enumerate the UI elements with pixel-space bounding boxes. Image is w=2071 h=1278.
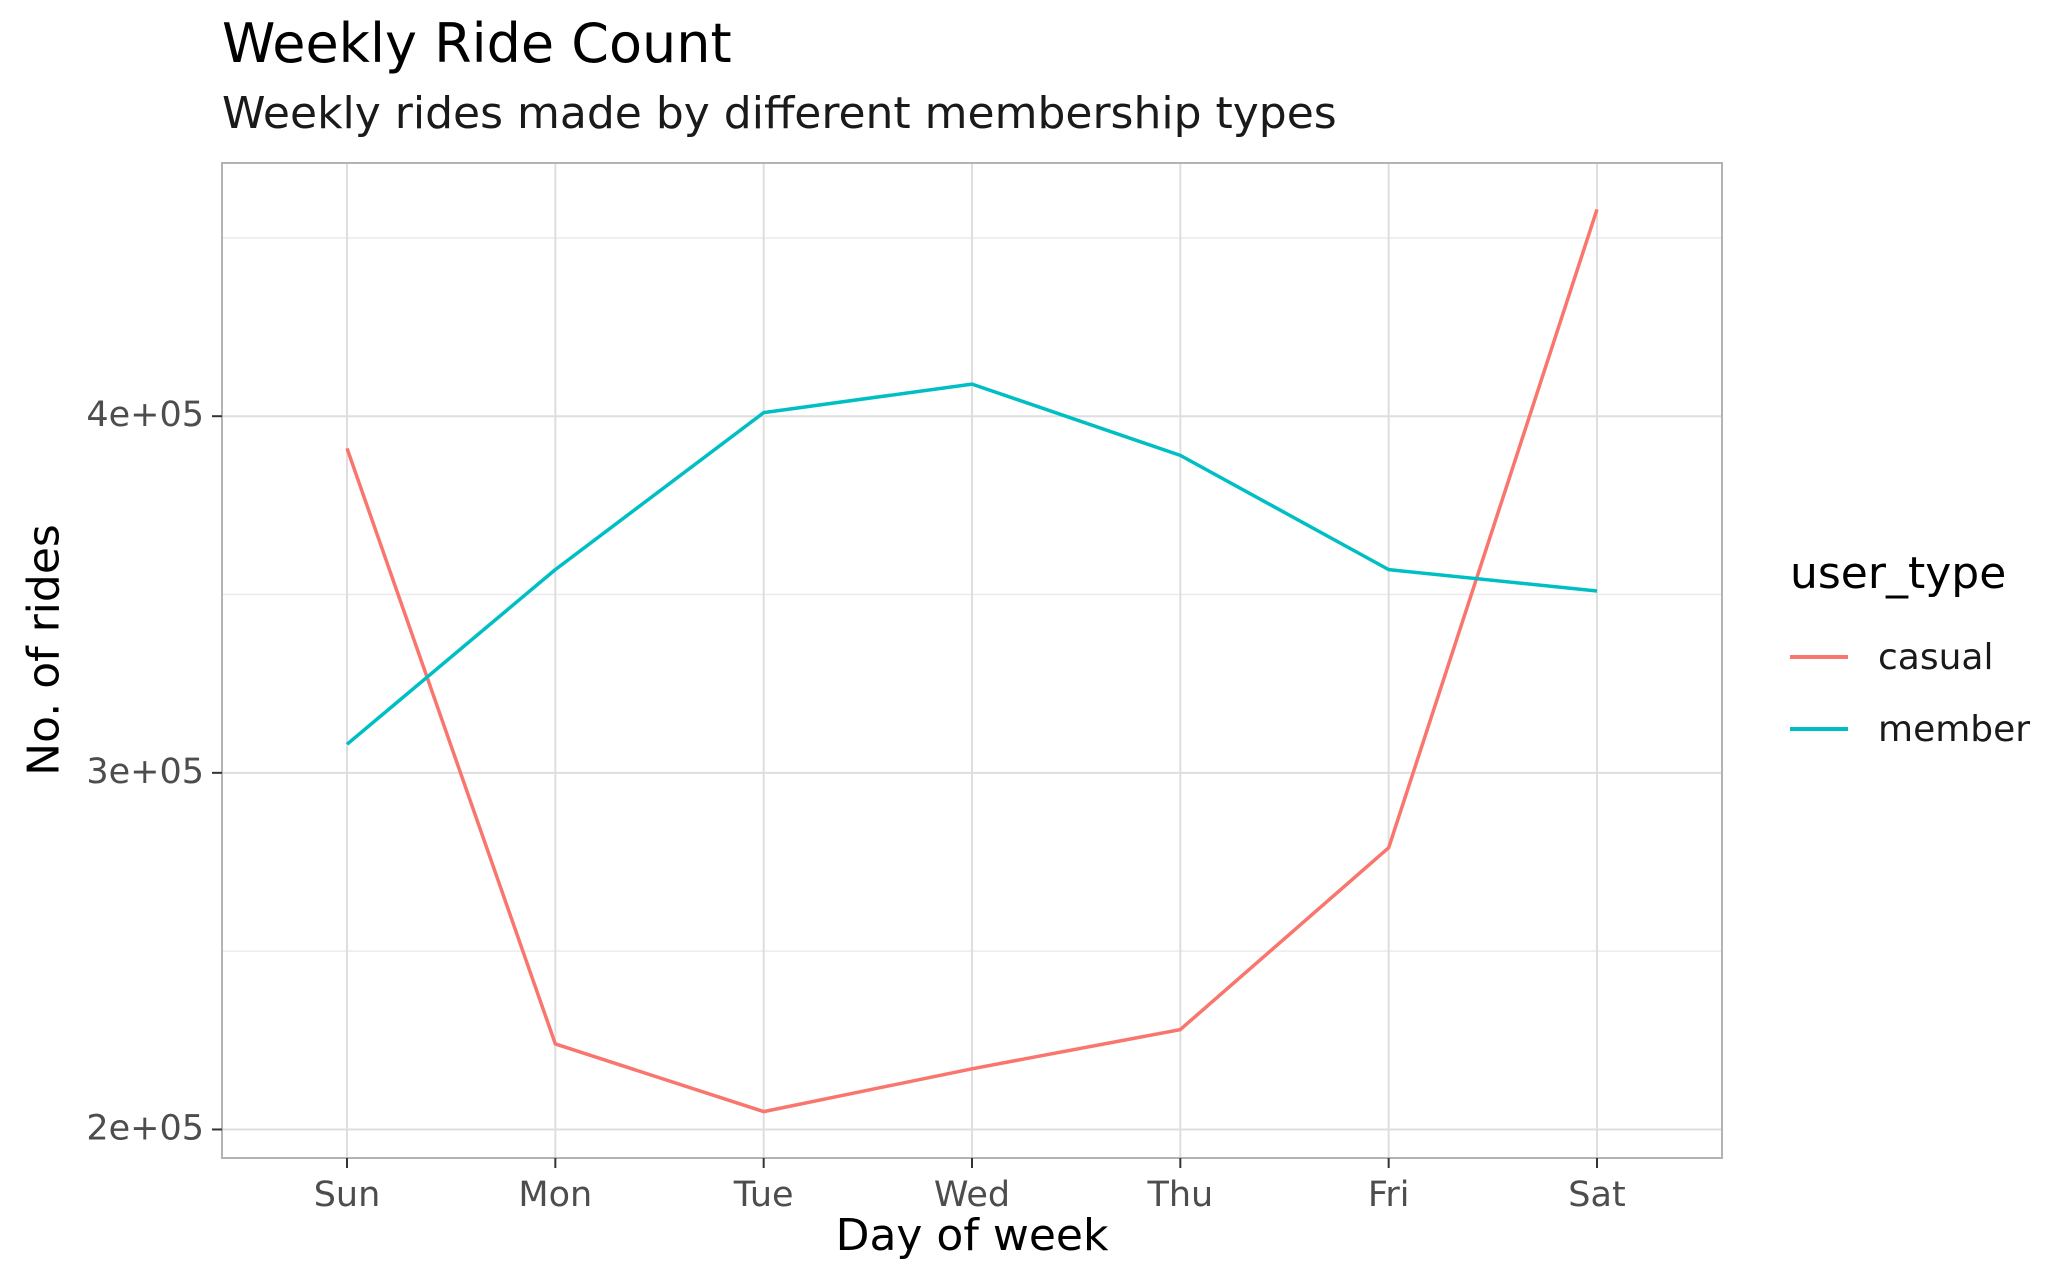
x-tick-label: Thu <box>1146 1175 1213 1215</box>
x-tick-label: Sat <box>1568 1175 1625 1215</box>
legend-title: user_type <box>1790 548 2007 599</box>
series-line-casual <box>345 208 1599 1114</box>
chart-title: Weekly Ride Count <box>222 12 732 75</box>
y-tick-label: 2e+05 <box>86 1108 204 1148</box>
legend: user_type casual member <box>1790 548 2030 765</box>
legend-item-casual: casual <box>1790 621 2030 693</box>
y-axis-label: No. of rides <box>18 524 70 776</box>
series-lines <box>345 208 1599 1114</box>
legend-label-casual: casual <box>1878 636 1994 678</box>
x-tick-label: Mon <box>518 1175 592 1215</box>
x-tick-label: Wed <box>934 1175 1010 1215</box>
chart-subtitle: Weekly rides made by different membershi… <box>222 88 1337 139</box>
legend-item-member: member <box>1790 693 2030 765</box>
series-line-member <box>345 382 1598 746</box>
x-tick-label: Fri <box>1368 1175 1410 1215</box>
legend-key-casual <box>1790 655 1848 659</box>
y-tick-label: 4e+05 <box>86 395 204 435</box>
x-axis-label: Day of week <box>835 1210 1109 1261</box>
legend-label-member: member <box>1878 708 2031 750</box>
x-tick-label: Tue <box>733 1175 794 1215</box>
y-tick-label: 3e+05 <box>86 752 204 792</box>
legend-key-member <box>1790 727 1848 731</box>
axes: 2e+05 3e+05 4e+05 Sun Mon Tue Wed Thu Fri Sat <box>86 162 1723 1215</box>
x-tick-label: Sun <box>314 1175 381 1215</box>
grid <box>222 163 1722 1158</box>
